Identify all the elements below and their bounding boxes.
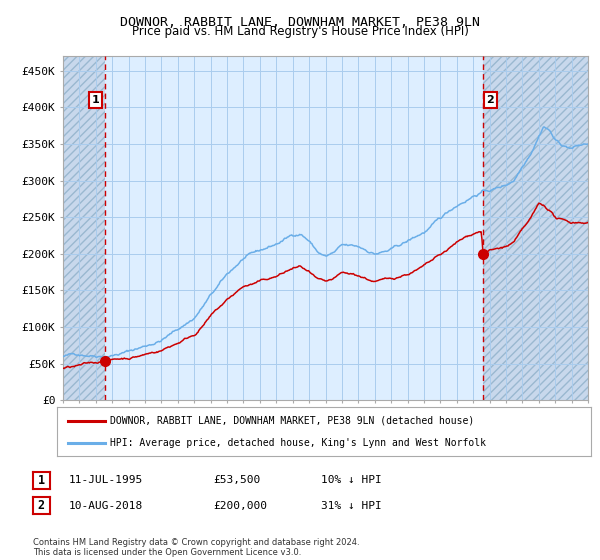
Text: 1: 1 [92,95,100,105]
Text: 10-AUG-2018: 10-AUG-2018 [69,501,143,511]
Text: Contains HM Land Registry data © Crown copyright and database right 2024.
This d: Contains HM Land Registry data © Crown c… [33,538,359,557]
Polygon shape [63,56,104,400]
Text: 10% ↓ HPI: 10% ↓ HPI [321,475,382,486]
Text: £53,500: £53,500 [213,475,260,486]
Text: HPI: Average price, detached house, King's Lynn and West Norfolk: HPI: Average price, detached house, King… [110,437,487,447]
Text: 31% ↓ HPI: 31% ↓ HPI [321,501,382,511]
Text: 2: 2 [38,499,45,512]
Text: DOWNOR, RABBIT LANE, DOWNHAM MARKET, PE38 9LN (detached house): DOWNOR, RABBIT LANE, DOWNHAM MARKET, PE3… [110,416,475,426]
Text: £200,000: £200,000 [213,501,267,511]
Text: 1: 1 [38,474,45,487]
Text: DOWNOR, RABBIT LANE, DOWNHAM MARKET, PE38 9LN: DOWNOR, RABBIT LANE, DOWNHAM MARKET, PE3… [120,16,480,29]
Text: Price paid vs. HM Land Registry's House Price Index (HPI): Price paid vs. HM Land Registry's House … [131,25,469,38]
Text: 2: 2 [487,95,494,105]
Polygon shape [483,56,588,400]
Text: 11-JUL-1995: 11-JUL-1995 [69,475,143,486]
